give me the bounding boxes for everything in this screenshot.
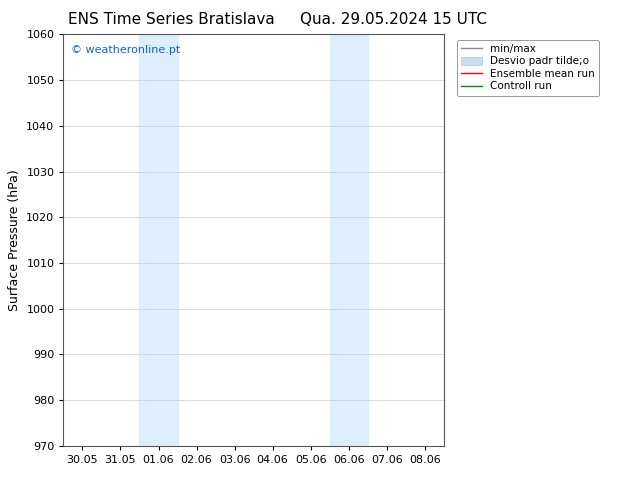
Text: ENS Time Series Bratislava: ENS Time Series Bratislava xyxy=(68,12,275,27)
Legend: min/max, Desvio padr tilde;o, Ensemble mean run, Controll run: min/max, Desvio padr tilde;o, Ensemble m… xyxy=(456,40,599,96)
Y-axis label: Surface Pressure (hPa): Surface Pressure (hPa) xyxy=(8,169,21,311)
Bar xyxy=(139,34,178,446)
Bar xyxy=(330,34,368,446)
Text: © weatheronline.pt: © weatheronline.pt xyxy=(71,45,180,54)
Text: Qua. 29.05.2024 15 UTC: Qua. 29.05.2024 15 UTC xyxy=(300,12,486,27)
